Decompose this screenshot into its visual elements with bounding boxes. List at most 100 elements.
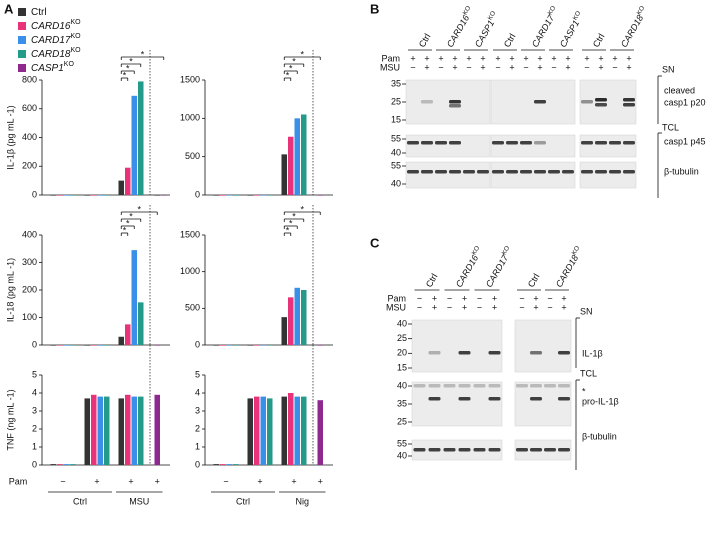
panel-label: A — [4, 1, 14, 16]
mw-marker: 40 — [397, 380, 407, 390]
bar — [233, 464, 239, 465]
bar — [294, 118, 300, 195]
genotype-label: CASP1KO — [557, 10, 586, 49]
blot-image — [490, 134, 576, 158]
band — [443, 384, 456, 388]
msu-sign: + — [561, 302, 566, 312]
bar — [260, 195, 266, 196]
bar — [213, 345, 219, 346]
band — [595, 98, 607, 102]
msu-sign: − — [584, 62, 589, 72]
band — [562, 170, 574, 174]
genotype-label: CARD17KO — [483, 245, 515, 289]
pam-sign: + — [128, 476, 133, 486]
y-tick-label: 1500 — [180, 74, 200, 84]
significance: * — [286, 225, 290, 235]
y-tick-label: 1000 — [180, 113, 200, 123]
significance: * — [137, 204, 141, 214]
band — [413, 384, 426, 388]
significance: * — [300, 204, 304, 214]
bar — [301, 396, 307, 465]
y-tick-label: 400 — [22, 132, 37, 142]
row-label: Pam — [387, 293, 406, 303]
bar — [131, 95, 137, 195]
blot-image — [405, 79, 491, 125]
pam-sign: + — [452, 53, 457, 63]
y-axis-label: TNF (ng mL -1) — [5, 389, 15, 450]
mw-marker: 15 — [397, 362, 407, 372]
pam-sign: − — [60, 476, 65, 486]
pam-sign: + — [509, 53, 514, 63]
y-tick-label: 0 — [32, 189, 37, 199]
significance: * — [289, 63, 293, 73]
pam-sign: + — [584, 53, 589, 63]
genotype-label: CARD18KO — [31, 47, 81, 59]
gene-name: CARD16 — [454, 253, 480, 289]
bar — [154, 195, 160, 196]
mw-marker: 40 — [397, 318, 407, 328]
y-axis-label: IL-18 (pg mL -1) — [5, 258, 15, 322]
band — [407, 170, 419, 174]
legend-swatch — [18, 8, 26, 16]
superscript: KO — [572, 10, 583, 21]
band — [609, 170, 621, 174]
genotype-label: CARD16KO — [453, 245, 485, 289]
bar — [288, 136, 294, 195]
blot-image — [579, 79, 637, 125]
genotype-label: CASP1KO — [472, 10, 501, 49]
band — [435, 141, 447, 145]
bar — [317, 195, 323, 196]
significance: * — [123, 225, 127, 235]
significance: * — [292, 56, 296, 66]
band — [421, 100, 433, 104]
band-label: pro-IL-1β — [582, 396, 619, 406]
band — [530, 384, 542, 388]
pam-sign: + — [466, 53, 471, 63]
band — [595, 170, 607, 174]
band — [581, 100, 593, 104]
band — [428, 448, 441, 452]
band — [435, 170, 447, 174]
pam-sign: + — [612, 53, 617, 63]
band — [516, 384, 528, 388]
genotype-label: CARD18KO — [553, 245, 585, 289]
genotype-label: Ctrl — [417, 32, 433, 49]
mw-marker: 40 — [391, 147, 401, 157]
band — [428, 351, 441, 355]
pam-sign: − — [447, 293, 452, 303]
band — [421, 141, 433, 145]
bar — [213, 195, 219, 196]
bar — [91, 345, 97, 346]
bar — [267, 345, 273, 346]
msu-sign: + — [492, 302, 497, 312]
band — [506, 170, 518, 174]
bar — [125, 324, 131, 345]
band — [530, 351, 542, 355]
gene-name: CARD16 — [445, 13, 471, 49]
y-tick-label: 0 — [195, 189, 200, 199]
band — [488, 397, 501, 401]
significance: * — [292, 211, 296, 221]
bar — [138, 396, 144, 465]
band — [520, 141, 532, 145]
gene-name: Ctrl — [591, 32, 607, 49]
msu-sign: − — [438, 62, 443, 72]
y-tick-label: 1 — [195, 441, 200, 451]
band — [449, 100, 461, 104]
gene-name: Ctrl — [526, 272, 542, 289]
stimulus-label: Ctrl — [73, 496, 87, 506]
gene-name: CARD17 — [484, 253, 511, 290]
bar — [50, 195, 56, 196]
significance: * — [300, 49, 304, 59]
significance: * — [129, 211, 133, 221]
blot-image — [579, 161, 637, 189]
band — [488, 351, 501, 355]
blot-image — [514, 319, 572, 373]
blot-image — [514, 439, 572, 461]
band-label: β-tubulin — [582, 431, 617, 441]
pam-sign: + — [155, 476, 160, 486]
pam-sign: + — [480, 53, 485, 63]
band — [421, 170, 433, 174]
y-tick-label: 5 — [32, 369, 37, 379]
gene-name: Ctrl — [417, 32, 433, 49]
